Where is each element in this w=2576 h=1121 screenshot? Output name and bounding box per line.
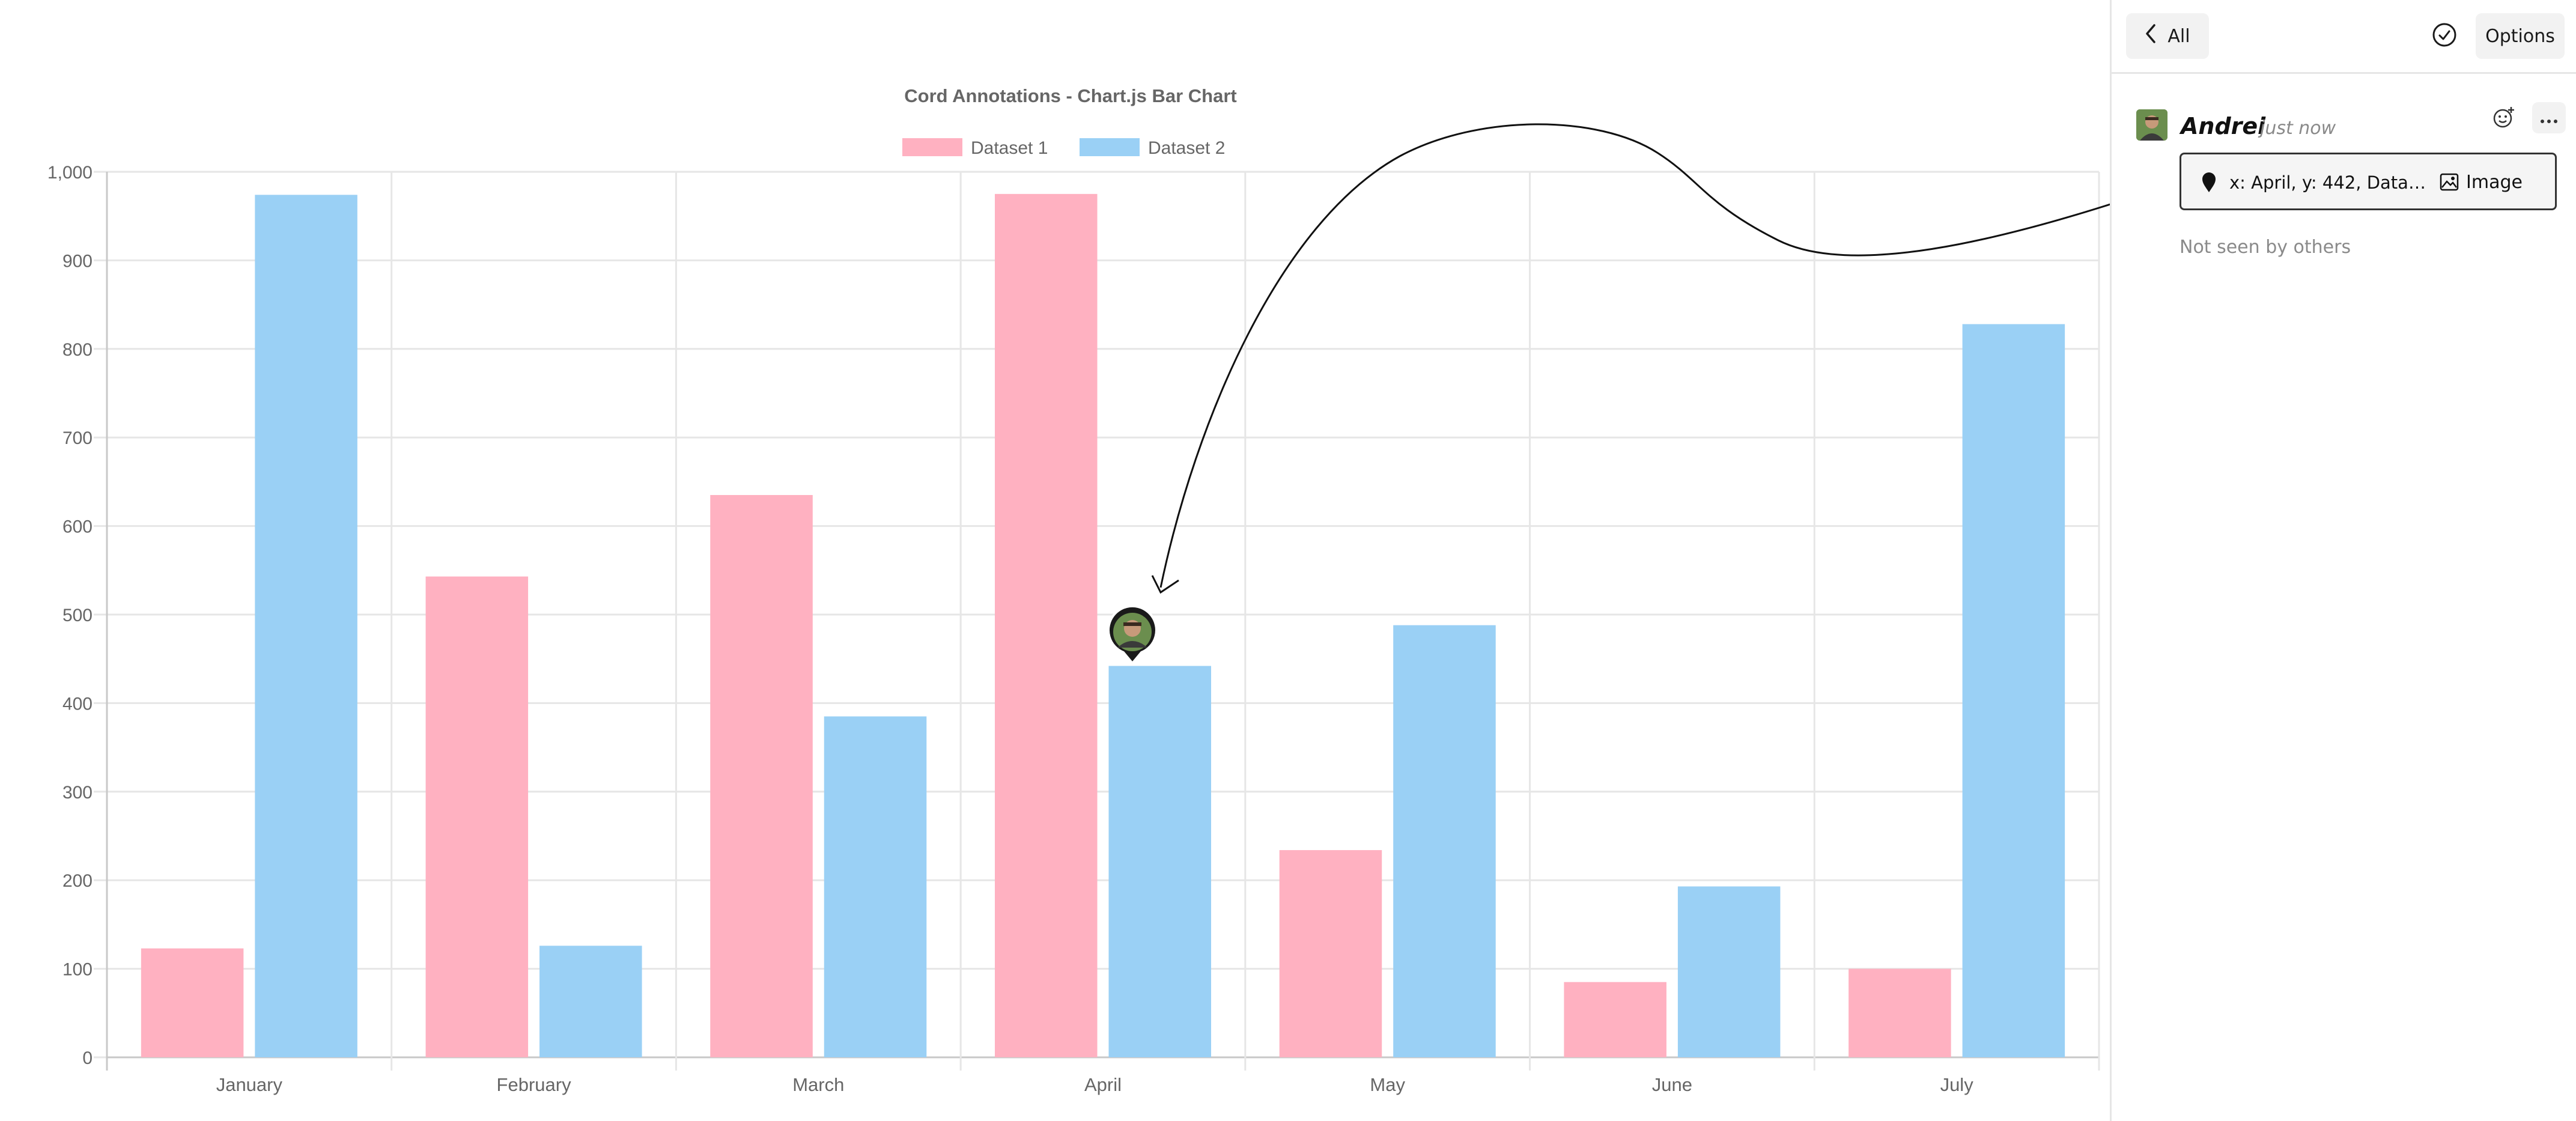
sidebar-header: All Options: [2112, 0, 2576, 74]
seen-status: Not seen by others: [2180, 237, 2351, 258]
y-tick-label: 700: [62, 428, 93, 448]
image-label: Image: [2466, 171, 2523, 193]
bar: [824, 716, 927, 1057]
y-tick-label: 900: [62, 251, 93, 271]
x-tick-label: February: [497, 1074, 572, 1095]
annotation-text: x: April, y: 442, Datas...: [2229, 172, 2428, 193]
legend-swatch: [902, 138, 962, 156]
bar: [1108, 666, 1212, 1057]
add-reaction-button[interactable]: [2489, 103, 2519, 133]
bar: [1564, 982, 1666, 1057]
comments-sidebar: All Options Andrei just now: [2110, 0, 2576, 1121]
more-options-button[interactable]: [2532, 102, 2566, 133]
bar: [255, 195, 357, 1058]
bar: [994, 193, 1098, 1058]
y-tick-label: 1,000: [47, 163, 93, 183]
back-all-button[interactable]: All: [2126, 13, 2209, 59]
more-dots-icon: [2540, 108, 2558, 129]
legend-label: Dataset 1: [971, 138, 1048, 158]
resolve-button[interactable]: [2429, 20, 2460, 52]
legend-label: Dataset 2: [1148, 138, 1225, 158]
y-tick-label: 800: [62, 340, 93, 360]
y-tick-label: 200: [62, 871, 93, 891]
avatar: [2136, 109, 2167, 141]
x-tick-label: June: [1652, 1074, 1692, 1095]
bar: [1279, 850, 1382, 1057]
annotation-pin[interactable]: [1107, 604, 1158, 666]
comment-author: Andrei: [2181, 113, 2266, 139]
y-tick-label: 500: [62, 606, 93, 625]
y-tick-label: 0: [82, 1048, 93, 1068]
location-pin-icon: [2201, 171, 2217, 195]
bar: [710, 495, 813, 1057]
add-reaction-icon: [2492, 105, 2516, 132]
y-tick-label: 400: [62, 694, 93, 714]
bar: [425, 576, 529, 1057]
y-tick-label: 300: [62, 783, 93, 803]
legend-swatch: [1080, 138, 1140, 156]
bar: [1848, 968, 1951, 1057]
bar-chart: 0 100 200 300 400 500 600 700 800 900 1,000 January…: [47, 85, 2100, 1095]
bar: [539, 946, 642, 1057]
check-circle-icon: [2431, 22, 2458, 50]
x-tick-label: May: [1370, 1074, 1405, 1095]
x-tick-label: July: [1940, 1074, 1974, 1095]
x-tick-label: January: [216, 1074, 283, 1095]
bar: [1677, 886, 1781, 1057]
y-tick-label: 600: [62, 517, 93, 537]
bar: [1393, 625, 1496, 1057]
x-tick-label: April: [1084, 1074, 1122, 1095]
chart-area: 0 100 200 300 400 500 600 700 800 900 1,000 January…: [47, 85, 2180, 1095]
bar: [1962, 324, 2065, 1057]
comment-timestamp: just now: [2260, 118, 2336, 139]
options-label: Options: [2485, 25, 2555, 47]
bar: [141, 948, 244, 1057]
x-tick-label: March: [792, 1074, 844, 1095]
chart-title: Cord Annotations - Chart.js Bar Chart: [904, 85, 1236, 106]
image-icon: [2440, 173, 2459, 191]
chevron-left-icon: [2145, 23, 2157, 49]
image-chip[interactable]: Image: [2440, 164, 2523, 200]
y-tick-label: 100: [62, 960, 93, 980]
options-button[interactable]: Options: [2476, 13, 2565, 59]
annotation-reference[interactable]: x: April, y: 442, Datas... Image: [2180, 153, 2557, 210]
back-label: All: [2167, 25, 2190, 47]
